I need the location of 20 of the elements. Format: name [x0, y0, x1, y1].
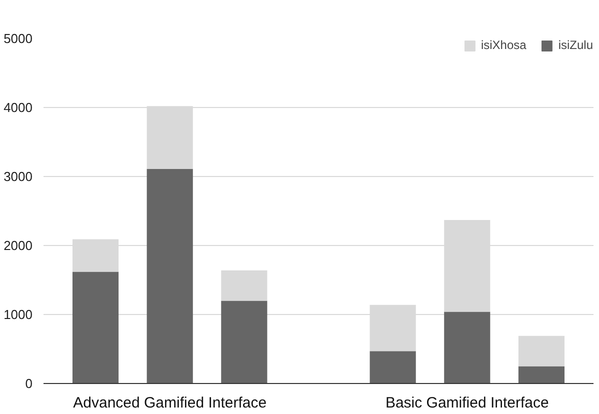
y-tick-label: 4000	[4, 100, 32, 115]
bar	[518, 336, 565, 366]
y-tick-label: 5000	[4, 31, 32, 46]
x-tick-label: Basic Gamified Interface	[385, 394, 549, 412]
bar	[444, 220, 490, 312]
bar	[72, 272, 119, 384]
bar	[72, 239, 119, 272]
y-tick-label: 3000	[4, 169, 32, 184]
bar	[370, 351, 416, 384]
y-tick-label: 0	[25, 376, 33, 391]
legend-label: isiXhosa	[480, 38, 526, 52]
bar	[146, 168, 193, 384]
legend-label: isiZulu	[558, 38, 593, 52]
x-tick-label: Advanced Gamified Interface	[73, 394, 267, 412]
y-tick-label: 2000	[4, 238, 32, 253]
bar	[444, 312, 490, 384]
bar	[221, 270, 268, 301]
bar	[518, 366, 565, 384]
y-tick-label: 1000	[4, 307, 32, 322]
bar	[221, 300, 268, 384]
